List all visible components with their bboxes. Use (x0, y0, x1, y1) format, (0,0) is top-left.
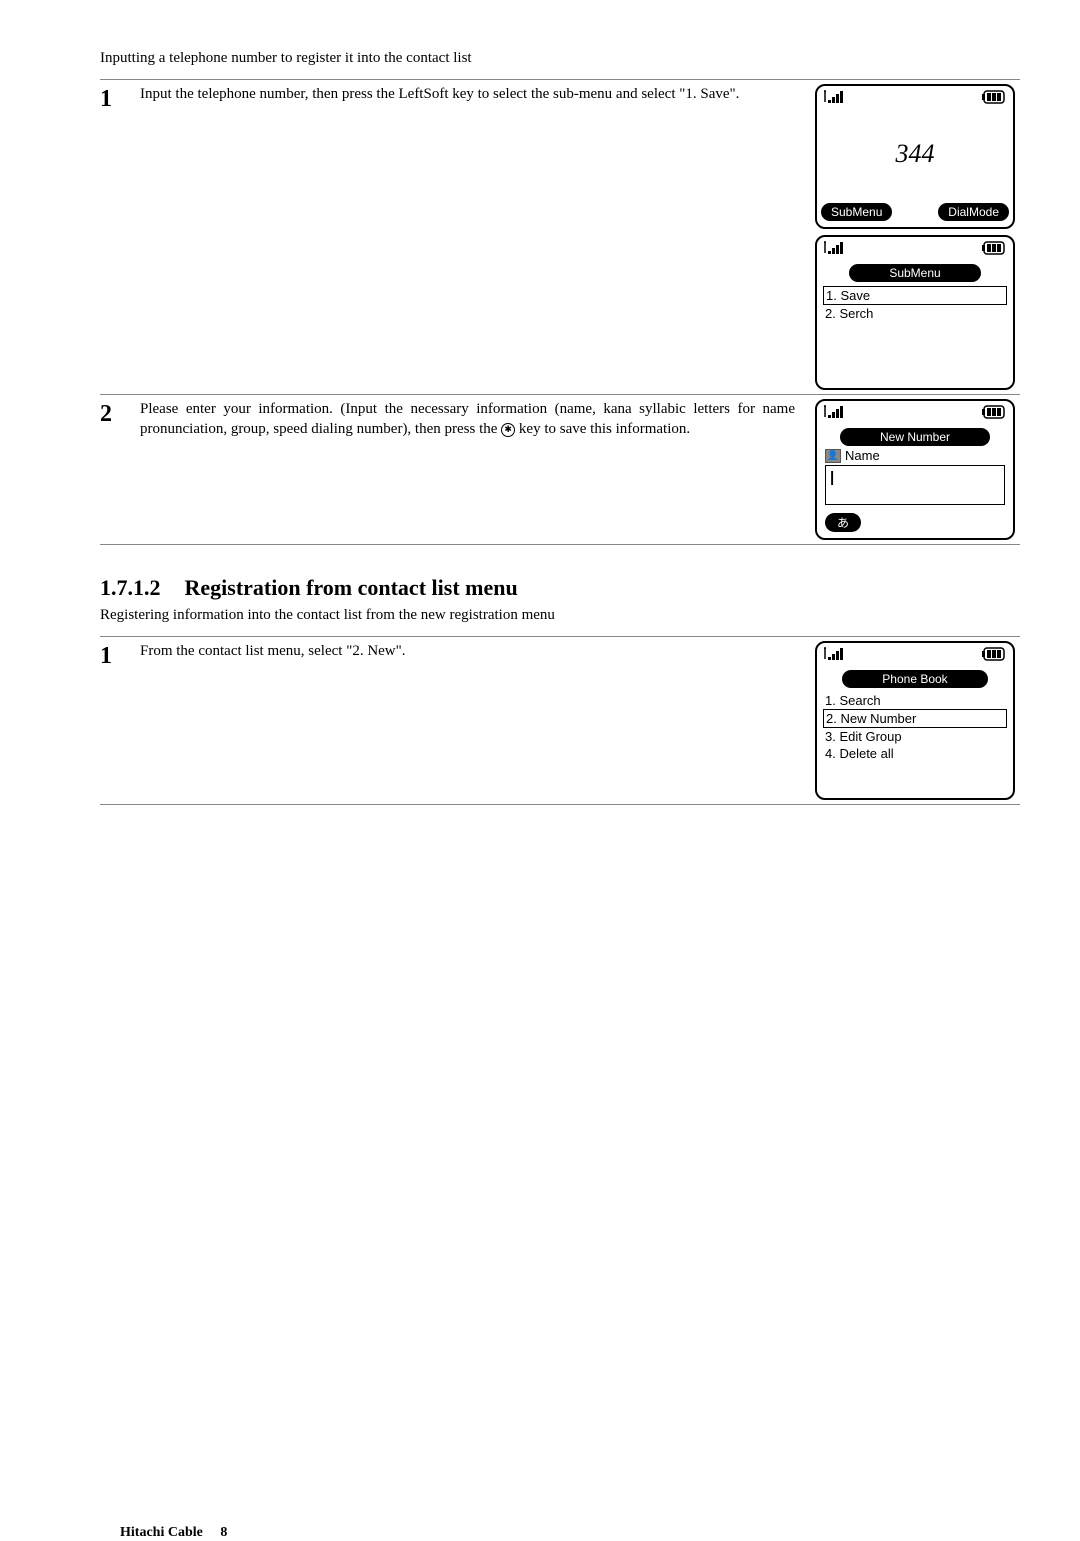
phone-screen-dial: 344 SubMenu DialMode (815, 84, 1015, 229)
phone-screen-phonebook: Phone Book 1. Search 2. New Number 3. Ed… (815, 641, 1015, 800)
step-number: 2 (100, 399, 140, 540)
step-preview-col: 344 SubMenu DialMode SubMenu 1. Save (815, 84, 1020, 390)
battery-icon (981, 405, 1007, 424)
phone-status-bar (817, 86, 1013, 111)
person-icon: 👤 (825, 449, 841, 463)
phone-screen-new-number: New Number 👤 Name | あ (815, 399, 1015, 540)
step-text: Please enter your information. (Input th… (140, 399, 815, 540)
enter-key-icon: ✱ (501, 423, 515, 437)
footer-company: Hitachi Cable (120, 1525, 203, 1540)
signal-icon (823, 647, 847, 666)
phone-status-bar (817, 401, 1013, 426)
submenu-title: SubMenu (849, 264, 980, 282)
step-row-b1: 1 From the contact list menu, select "2.… (100, 636, 1020, 805)
step-number: 1 (100, 641, 140, 800)
step-text-before: Please enter your information. (Input th… (140, 401, 795, 437)
phone-status-bar (817, 643, 1013, 668)
ime-mode-indicator: あ (825, 513, 861, 532)
step-text-after: key to save this information. (519, 421, 690, 437)
menu-item[interactable]: 2. New Number (823, 709, 1007, 728)
signal-icon (823, 405, 847, 424)
softkey-row: SubMenu DialMode (817, 201, 1013, 227)
screen-title: Phone Book (842, 670, 987, 688)
battery-icon (981, 241, 1007, 260)
signal-icon (823, 90, 847, 109)
submenu-title-bar: SubMenu (817, 262, 1013, 284)
page-footer: Hitachi Cable 8 (120, 1525, 227, 1541)
name-input[interactable]: | (825, 465, 1005, 505)
phonebook-list: 1. Search 2. New Number 3. Edit Group 4.… (817, 690, 1013, 798)
submenu-item[interactable]: 1. Save (823, 286, 1007, 305)
menu-item[interactable]: 3. Edit Group (823, 728, 1007, 745)
step-row-a1: 1 Input the telephone number, then press… (100, 79, 1020, 394)
title-bar: New Number (817, 426, 1013, 448)
step-preview-col: New Number 👤 Name | あ (815, 399, 1020, 540)
phone-screen-submenu: SubMenu 1. Save 2. Serch (815, 235, 1015, 390)
battery-icon (981, 90, 1007, 109)
footer-page: 8 (220, 1525, 227, 1540)
step-text: Input the telephone number, then press t… (140, 84, 815, 390)
menu-item[interactable]: 4. Delete all (823, 745, 1007, 762)
step-row-a2: 2 Please enter your information. (Input … (100, 394, 1020, 545)
phone-status-bar (817, 237, 1013, 262)
softkey-right[interactable]: DialMode (938, 203, 1009, 221)
section-heading: 1.7.1.2 Registration from contact list m… (100, 575, 1020, 601)
heading-title: Registration from contact list menu (185, 575, 518, 600)
title-bar: Phone Book (817, 668, 1013, 690)
heading-number: 1.7.1.2 (100, 575, 161, 601)
section-a-intro: Inputting a telephone number to register… (100, 50, 1020, 67)
step-preview-col: Phone Book 1. Search 2. New Number 3. Ed… (815, 641, 1020, 800)
submenu-list: 1. Save 2. Serch (817, 284, 1013, 388)
dialed-number: 344 (817, 139, 1013, 169)
step-number: 1 (100, 84, 140, 390)
submenu-item[interactable]: 2. Serch (823, 305, 1007, 322)
input-area: 👤 Name | (817, 448, 1013, 509)
battery-icon (981, 647, 1007, 666)
field-label-row: 👤 Name (825, 448, 1005, 463)
signal-icon (823, 241, 847, 260)
softkey-left[interactable]: SubMenu (821, 203, 892, 221)
screen-title: New Number (840, 428, 990, 446)
field-label: Name (845, 448, 880, 463)
step-text: From the contact list menu, select "2. N… (140, 641, 815, 800)
menu-item[interactable]: 1. Search (823, 692, 1007, 709)
section-b-intro: Registering information into the contact… (100, 607, 1020, 624)
